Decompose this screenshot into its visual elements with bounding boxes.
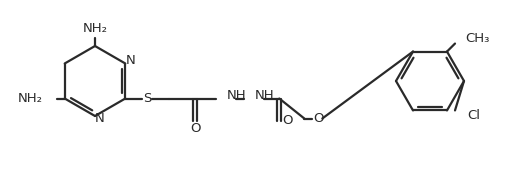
Text: O: O — [313, 112, 324, 125]
Text: NH: NH — [254, 89, 274, 102]
Text: CH₃: CH₃ — [465, 32, 490, 45]
Text: NH₂: NH₂ — [18, 92, 43, 105]
Text: O: O — [190, 122, 201, 135]
Text: S: S — [143, 92, 151, 105]
Text: NH: NH — [226, 89, 246, 102]
Text: N: N — [95, 112, 105, 124]
Text: O: O — [282, 114, 293, 127]
Text: N: N — [126, 54, 135, 67]
Text: Cl: Cl — [467, 109, 480, 122]
Text: NH₂: NH₂ — [83, 23, 108, 36]
